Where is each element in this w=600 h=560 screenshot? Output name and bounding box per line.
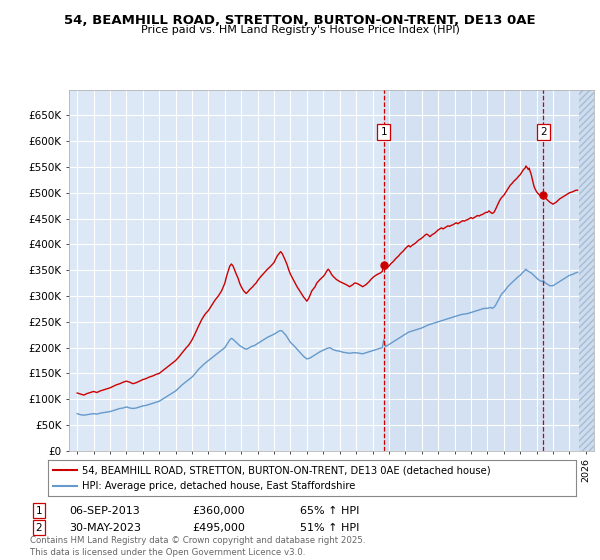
Text: 2: 2 — [540, 127, 547, 137]
Text: £495,000: £495,000 — [192, 522, 245, 533]
Text: Price paid vs. HM Land Registry's House Price Index (HPI): Price paid vs. HM Land Registry's House … — [140, 25, 460, 35]
Text: 2: 2 — [35, 522, 43, 533]
Text: 54, BEAMHILL ROAD, STRETTON, BURTON-ON-TRENT, DE13 0AE (detached house): 54, BEAMHILL ROAD, STRETTON, BURTON-ON-T… — [82, 465, 491, 475]
Bar — [579, 90, 594, 451]
Text: 1: 1 — [35, 506, 43, 516]
Text: 54, BEAMHILL ROAD, STRETTON, BURTON-ON-TRENT, DE13 0AE: 54, BEAMHILL ROAD, STRETTON, BURTON-ON-T… — [64, 14, 536, 27]
Bar — [383, 90, 594, 451]
Text: 65% ↑ HPI: 65% ↑ HPI — [300, 506, 359, 516]
Text: 06-SEP-2013: 06-SEP-2013 — [69, 506, 140, 516]
Text: 51% ↑ HPI: 51% ↑ HPI — [300, 522, 359, 533]
Text: 30-MAY-2023: 30-MAY-2023 — [69, 522, 141, 533]
Text: 1: 1 — [380, 127, 387, 137]
Bar — [579, 90, 594, 451]
Text: HPI: Average price, detached house, East Staffordshire: HPI: Average price, detached house, East… — [82, 480, 356, 491]
Text: £360,000: £360,000 — [192, 506, 245, 516]
Text: Contains HM Land Registry data © Crown copyright and database right 2025.
This d: Contains HM Land Registry data © Crown c… — [30, 536, 365, 557]
